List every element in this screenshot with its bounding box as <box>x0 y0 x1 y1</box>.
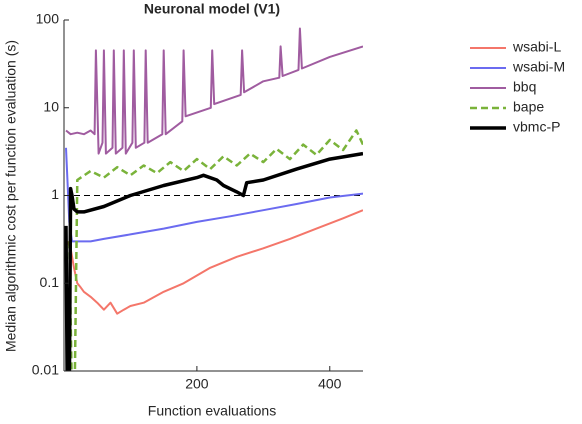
y-axis-label: Median algorithmic cost per function eva… <box>3 40 19 352</box>
y-tick-label: 100 <box>36 11 60 27</box>
legend-label: wsabi-L <box>512 39 561 55</box>
y-tick-label: 0.01 <box>32 362 59 378</box>
series-line <box>66 209 363 315</box>
y-tick-label: 1 <box>51 186 59 202</box>
legend-label: wsabi-M <box>512 59 565 75</box>
chart-title: Neuronal model (V1) <box>144 1 280 17</box>
series-line <box>65 27 363 155</box>
x-tick-label: 200 <box>185 376 209 392</box>
x-axis-label: Function evaluations <box>148 403 276 419</box>
y-tick-label: 10 <box>43 98 59 114</box>
legend-label: vbmc-P <box>513 119 560 135</box>
legend-label: bbq <box>513 79 536 95</box>
x-tick-label: 400 <box>318 376 342 392</box>
legend-label: bape <box>513 99 544 115</box>
y-tick-label: 0.1 <box>40 274 60 290</box>
series-line <box>64 151 363 371</box>
plot-area <box>64 27 363 371</box>
series-line <box>68 129 363 371</box>
series-line <box>65 147 363 243</box>
